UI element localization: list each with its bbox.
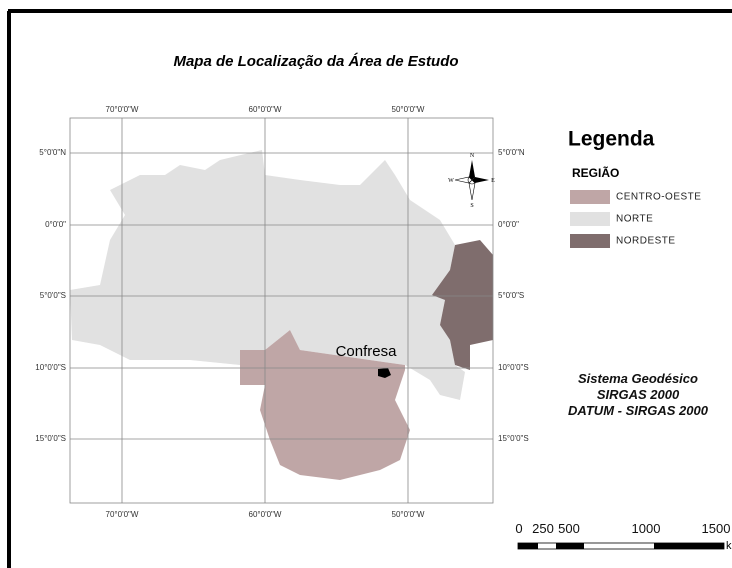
latitude-label: 0°0'0": [498, 220, 519, 229]
latitude-label: 5°0'0"S: [40, 291, 66, 300]
legend-label: NORTE: [616, 214, 653, 225]
legend: Legenda REGIÃO CENTRO-OESTE NORTE NORDESTE: [568, 128, 701, 248]
legend-swatch: [570, 212, 610, 226]
compass-n: N: [470, 153, 475, 159]
region-nordeste: [432, 240, 493, 370]
latitude-label: 10°0'0"S: [498, 363, 529, 372]
map-frame: [69, 117, 494, 504]
longitude-label: 70°0'0"W: [106, 105, 139, 114]
legend-heading: REGIÃO: [572, 165, 619, 180]
compass-w: W: [448, 178, 454, 184]
scale-label: 1500: [702, 521, 731, 536]
latitude-label: 5°0'0"N: [39, 148, 66, 157]
legend-title: Legenda: [568, 128, 655, 151]
datum-line: Sistema Geodésico: [578, 371, 698, 386]
legend-swatch: [570, 190, 610, 204]
compass-rose: N S E W: [448, 153, 495, 209]
legend-label: CENTRO-OESTE: [616, 192, 701, 203]
scale-segment: [556, 543, 584, 549]
longitude-label: 50°0'0"W: [392, 510, 425, 519]
compass-arrow: [469, 160, 475, 180]
scale-label: 500: [558, 521, 580, 536]
scale-label: 1000: [632, 521, 661, 536]
latitude-label: 15°0'0"S: [498, 434, 529, 443]
place-label: Confresa: [336, 343, 398, 360]
longitude-label: 60°0'0"W: [249, 105, 282, 114]
scale-label: 0: [515, 521, 522, 536]
longitude-label: 70°0'0"W: [106, 510, 139, 519]
scale-unit: km: [726, 540, 732, 552]
datum-line: SIRGAS 2000: [597, 387, 680, 402]
datum-line: DATUM - SIRGAS 2000: [568, 403, 709, 418]
region-centro-oeste: [240, 330, 410, 480]
scale-segment: [654, 543, 724, 549]
confresa-area: [378, 368, 391, 378]
map-regions: [70, 150, 493, 480]
compass-ring: [467, 175, 477, 185]
datum-block: Sistema Geodésico SIRGAS 2000 DATUM - SI…: [568, 371, 709, 418]
latitude-label: 5°0'0"S: [498, 291, 524, 300]
compass-e: E: [491, 178, 495, 184]
legend-label: NORDESTE: [616, 236, 676, 247]
longitude-label: 60°0'0"W: [249, 510, 282, 519]
legend-swatch: [570, 234, 610, 248]
map-title: Mapa de Localização da Área de Estudo: [173, 53, 458, 70]
longitude-label: 50°0'0"W: [392, 105, 425, 114]
compass-s: S: [470, 203, 473, 209]
latitude-label: 0°0'0": [45, 220, 66, 229]
region-norte: [70, 150, 465, 400]
scale-bar: 0 250 500 1000 1500 km: [515, 521, 732, 552]
latitude-label: 15°0'0"S: [35, 434, 66, 443]
latitude-label: 5°0'0"N: [498, 148, 525, 157]
graticule: 70°0'0"W 60°0'0"W 50°0'0"W 70°0'0"W 60°0…: [35, 105, 528, 519]
scale-label: 250: [532, 521, 554, 536]
compass-arrow: [472, 177, 489, 183]
latitude-label: 10°0'0"S: [35, 363, 66, 372]
scale-segment: [518, 543, 538, 549]
